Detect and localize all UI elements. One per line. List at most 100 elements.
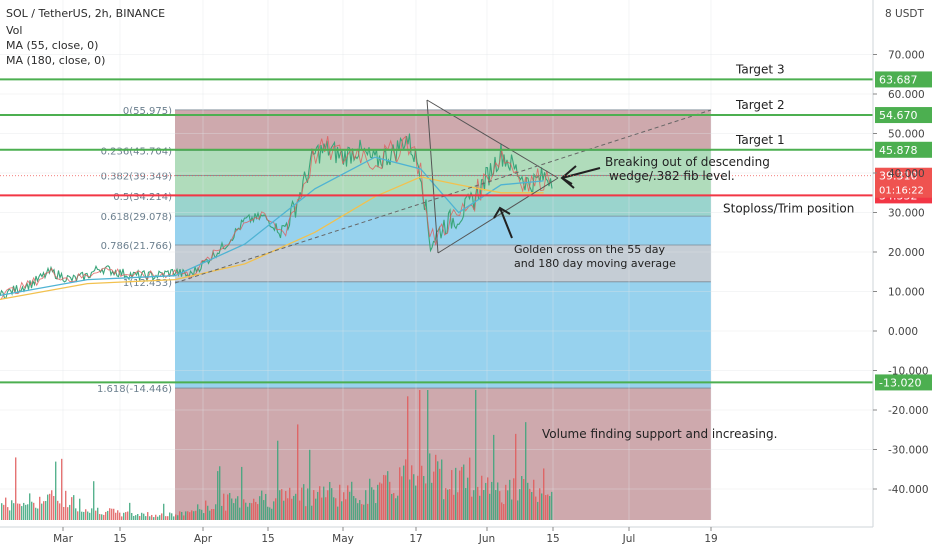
volume-bar — [111, 508, 113, 520]
volume-bar — [107, 510, 109, 520]
volume-bar — [399, 467, 401, 520]
ma180-indicator-label[interactable]: MA (180, close, 0) — [6, 54, 106, 67]
dashed-trendline[interactable] — [174, 109, 712, 284]
volume-bar — [7, 507, 9, 520]
volume-bar — [17, 503, 19, 520]
price-axis[interactable]: 8 USDT 70.000 60.000 50.000 40.000 30.000 20.0… — [872, 0, 932, 527]
volume-bar — [55, 461, 57, 520]
volume-bar — [549, 496, 551, 520]
volume-bar — [181, 511, 183, 520]
volume-bar — [25, 504, 27, 520]
volume-bar — [411, 465, 413, 520]
volume-bar — [313, 490, 315, 520]
volume-bar — [189, 512, 191, 520]
price-tick-label: 10.000 — [888, 287, 925, 299]
volume-bar — [303, 484, 305, 520]
symbol-title[interactable]: SOL / TetherUS, 2h, BINANCE — [6, 7, 166, 20]
price-tag-target — [875, 107, 932, 124]
volume-bar — [133, 515, 135, 520]
volume-bar — [15, 457, 17, 520]
volume-bar — [505, 484, 507, 520]
volume-bar — [517, 500, 519, 520]
volume-bar — [389, 481, 391, 520]
volume-bar — [47, 494, 49, 520]
volume-bar — [259, 496, 261, 520]
volume-bar — [239, 507, 241, 520]
volume-bar — [365, 490, 367, 520]
volume-bar — [391, 493, 393, 520]
fib-band-5 — [175, 245, 711, 282]
volume-bar — [137, 514, 139, 520]
volume-bar — [267, 506, 269, 520]
volume-bar — [261, 490, 263, 520]
volume-bar — [277, 440, 279, 520]
volume-bar — [61, 458, 63, 520]
volume-bar — [63, 507, 65, 520]
volume-bar — [405, 459, 407, 520]
horizontal-lines[interactable]: 63.687 Target 3 54.670 Target 2 45.878 Target… — [0, 62, 932, 391]
volume-bar — [197, 504, 199, 520]
volume-bar — [377, 484, 379, 520]
volume-bar — [281, 489, 283, 520]
volume-bar — [165, 516, 167, 520]
ma55-indicator-label[interactable]: MA (55, close, 0) — [6, 39, 99, 52]
moving-averages — [0, 156, 544, 301]
volume-bar — [73, 495, 75, 520]
grid-layer — [0, 0, 873, 520]
volume-bar — [121, 516, 123, 520]
volume-bar — [379, 482, 381, 520]
volume-bar — [293, 495, 295, 520]
volume-bar — [367, 503, 369, 520]
fib-level-label: 1(12.453) — [123, 278, 172, 289]
volume-bar — [321, 497, 323, 520]
volume-bar — [521, 476, 523, 520]
volume-bar — [347, 485, 349, 520]
volume-bar — [227, 494, 229, 520]
wedge-upper-trendline[interactable] — [426, 99, 559, 179]
volume-bar — [45, 500, 47, 520]
wedge-left-edge[interactable] — [426, 99, 439, 254]
time-tick-label: 19 — [704, 533, 717, 545]
volume-bar — [179, 511, 181, 520]
volume-bar — [439, 468, 441, 520]
volume-bar — [11, 500, 13, 520]
volume-bar — [77, 511, 79, 520]
volume-bar — [545, 495, 547, 520]
volume-bar — [255, 501, 257, 520]
volume-bar — [241, 466, 243, 520]
volume-indicator-label[interactable]: Vol — [6, 24, 23, 37]
volume-bar — [225, 510, 227, 520]
volume-bar — [299, 500, 301, 520]
drawings[interactable] — [174, 99, 712, 284]
volume-bar — [3, 504, 5, 520]
volume-bar — [525, 422, 527, 520]
volume-bar — [527, 482, 529, 520]
volume-bar — [469, 457, 471, 520]
volume-bar — [1, 503, 3, 520]
volume-bar — [75, 508, 77, 520]
price-tag-label: 54.670 — [879, 109, 918, 122]
volume-bar — [421, 465, 423, 520]
volume-bar — [115, 512, 117, 520]
volume-bar — [205, 500, 207, 520]
volume-bar — [387, 471, 389, 520]
time-axis[interactable]: Mar 15 Apr 15 May 17 Jun 15 Jul 19 — [0, 526, 873, 545]
price-tag-label: 63.687 — [879, 73, 918, 86]
fib-band-0 — [175, 109, 711, 151]
volume-bar — [381, 483, 383, 520]
volume-bar — [199, 509, 201, 520]
volume-bar — [393, 493, 395, 520]
wedge-lower-trendline[interactable] — [437, 177, 559, 254]
volume-bar — [37, 508, 39, 520]
fib-level-label: 0.5(34.214) — [113, 192, 172, 203]
price-series — [0, 133, 553, 301]
volume-bar — [203, 513, 205, 520]
volume-bar — [271, 508, 273, 520]
volume-bar — [31, 501, 33, 520]
volume-bar — [223, 493, 225, 520]
volume-bar — [531, 492, 533, 520]
volume-bar — [13, 503, 15, 520]
volume-bar — [451, 470, 453, 520]
